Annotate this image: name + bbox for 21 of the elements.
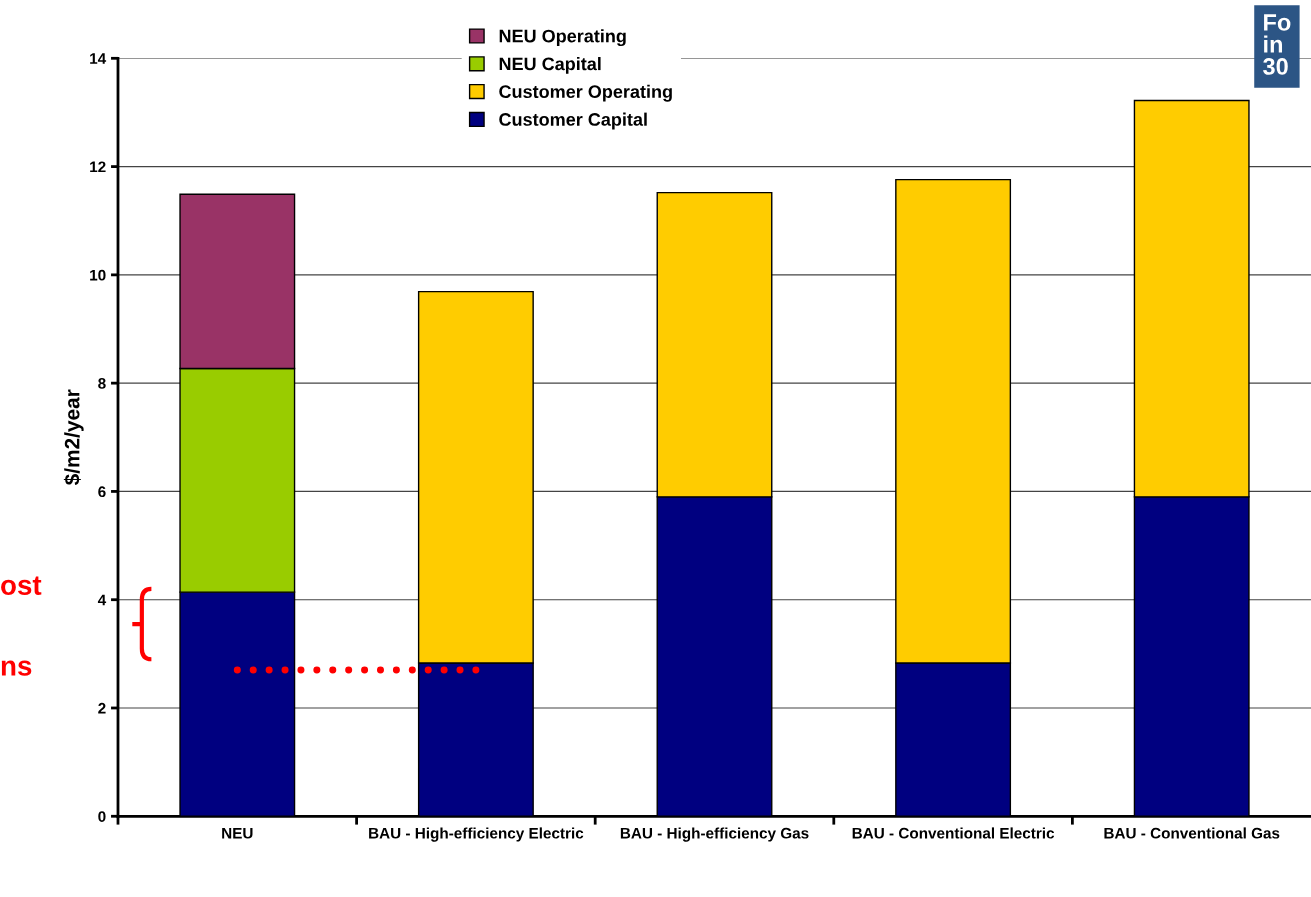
text: ost: [1, 576, 42, 595]
x-tick-label: BAU - High-efficiency Electric: [369, 827, 584, 842]
y-tick-label: 14: [90, 53, 107, 64]
y-tick-label: 12: [90, 161, 106, 173]
y-tick-label: 10: [90, 269, 106, 281]
y-tick-label: 2: [98, 702, 106, 714]
x-tick-label: NEU: [222, 827, 253, 839]
y-tick-label: 0: [98, 811, 106, 822]
legend-label: Customer Operating: [499, 84, 672, 102]
legend-label: Customer Capital: [499, 112, 647, 130]
x-tick-label: BAU - High-efficiency Gas: [620, 827, 809, 842]
legend-label: NEU Operating: [499, 29, 626, 47]
x-tick-label: BAU - Conventional Electric: [852, 827, 1055, 839]
y-axis-title: $/m2/year: [63, 389, 84, 486]
text: ns: [1, 660, 32, 676]
y-tick-label: 4: [97, 594, 107, 606]
x-tick-label: BAU - Conventional Gas: [1104, 827, 1280, 839]
annotation: Fo in 30: [1263, 14, 1291, 75]
legend-label: NEU Capital: [499, 57, 601, 74]
y-tick-label: 6: [98, 486, 106, 498]
y-tick-label: 8: [98, 378, 106, 389]
